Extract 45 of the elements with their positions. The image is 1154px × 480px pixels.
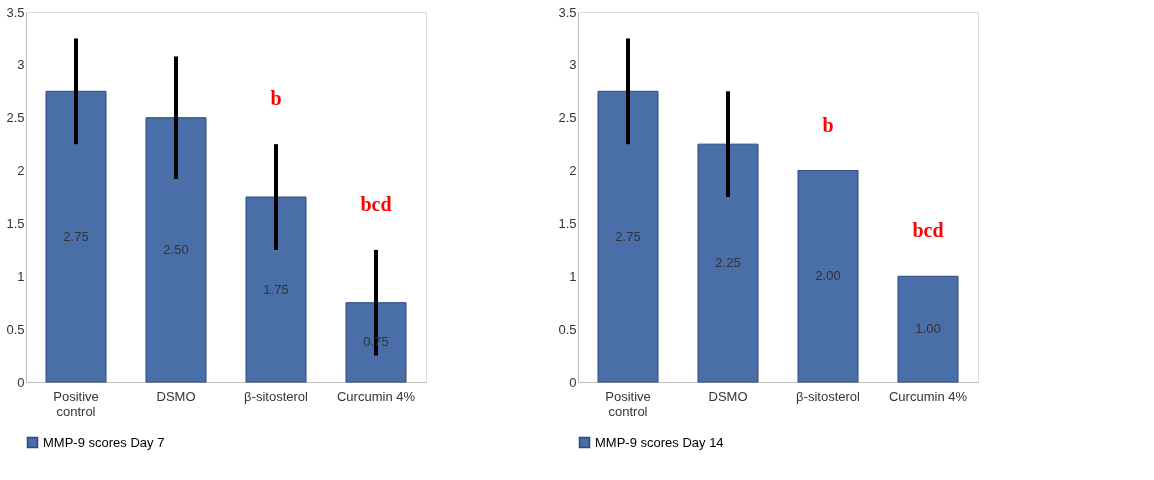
y-tick-label: 2 <box>17 163 25 179</box>
data-label: 2.50 <box>163 241 189 257</box>
data-label: 2.75 <box>615 228 641 244</box>
y-tick-label: 3 <box>569 57 577 73</box>
bar <box>697 143 759 383</box>
bar <box>345 302 407 383</box>
x-tick-label: β-sitosterol <box>244 388 309 404</box>
y-tick-label: 3 <box>17 57 25 73</box>
annotation: b <box>270 87 282 110</box>
y-tick-label: 0.5 <box>558 321 577 337</box>
data-label: 2.75 <box>63 228 89 244</box>
legend-label: MMP-9 scores Day 14 <box>595 434 724 450</box>
bar <box>145 117 207 383</box>
y-tick-label: 0.5 <box>6 321 25 337</box>
data-label: 2.25 <box>715 255 741 271</box>
y-tick-label: 1.5 <box>6 215 25 231</box>
y-tick-label: 2.5 <box>6 110 25 126</box>
x-tick-label: Curcumin 4% <box>336 388 416 404</box>
x-tick-label: Positive control <box>605 388 651 419</box>
bar <box>797 170 859 383</box>
annotation: bcd <box>912 219 944 242</box>
data-label: 1.75 <box>263 281 289 297</box>
y-tick-label: 2.5 <box>558 110 577 126</box>
y-tick-label: 0 <box>569 374 577 390</box>
data-label: 2.00 <box>815 268 841 284</box>
x-tick-label: β-sitosterol <box>796 388 861 404</box>
bar <box>45 90 107 383</box>
data-label: 1.00 <box>915 321 941 337</box>
y-tick-label: 2 <box>569 163 577 179</box>
y-tick-label: 1.5 <box>558 215 577 231</box>
x-tick-label: DSMO <box>156 388 196 404</box>
bar <box>597 90 659 383</box>
y-tick-label: 1 <box>17 268 25 284</box>
legend-label: MMP-9 scores Day 7 <box>43 434 165 450</box>
x-tick-label: DSMO <box>708 388 748 404</box>
x-tick-label: Positive control <box>53 388 99 419</box>
y-tick-label: 1 <box>569 268 577 284</box>
annotation: b <box>822 113 834 136</box>
annotation: bcd <box>360 192 392 215</box>
y-tick-label: 0 <box>17 374 25 390</box>
bar <box>245 196 307 383</box>
bar <box>897 275 959 383</box>
y-tick-label: 3.5 <box>6 4 25 20</box>
x-tick-label: Curcumin 4% <box>888 388 968 404</box>
y-tick-label: 3.5 <box>558 4 577 20</box>
